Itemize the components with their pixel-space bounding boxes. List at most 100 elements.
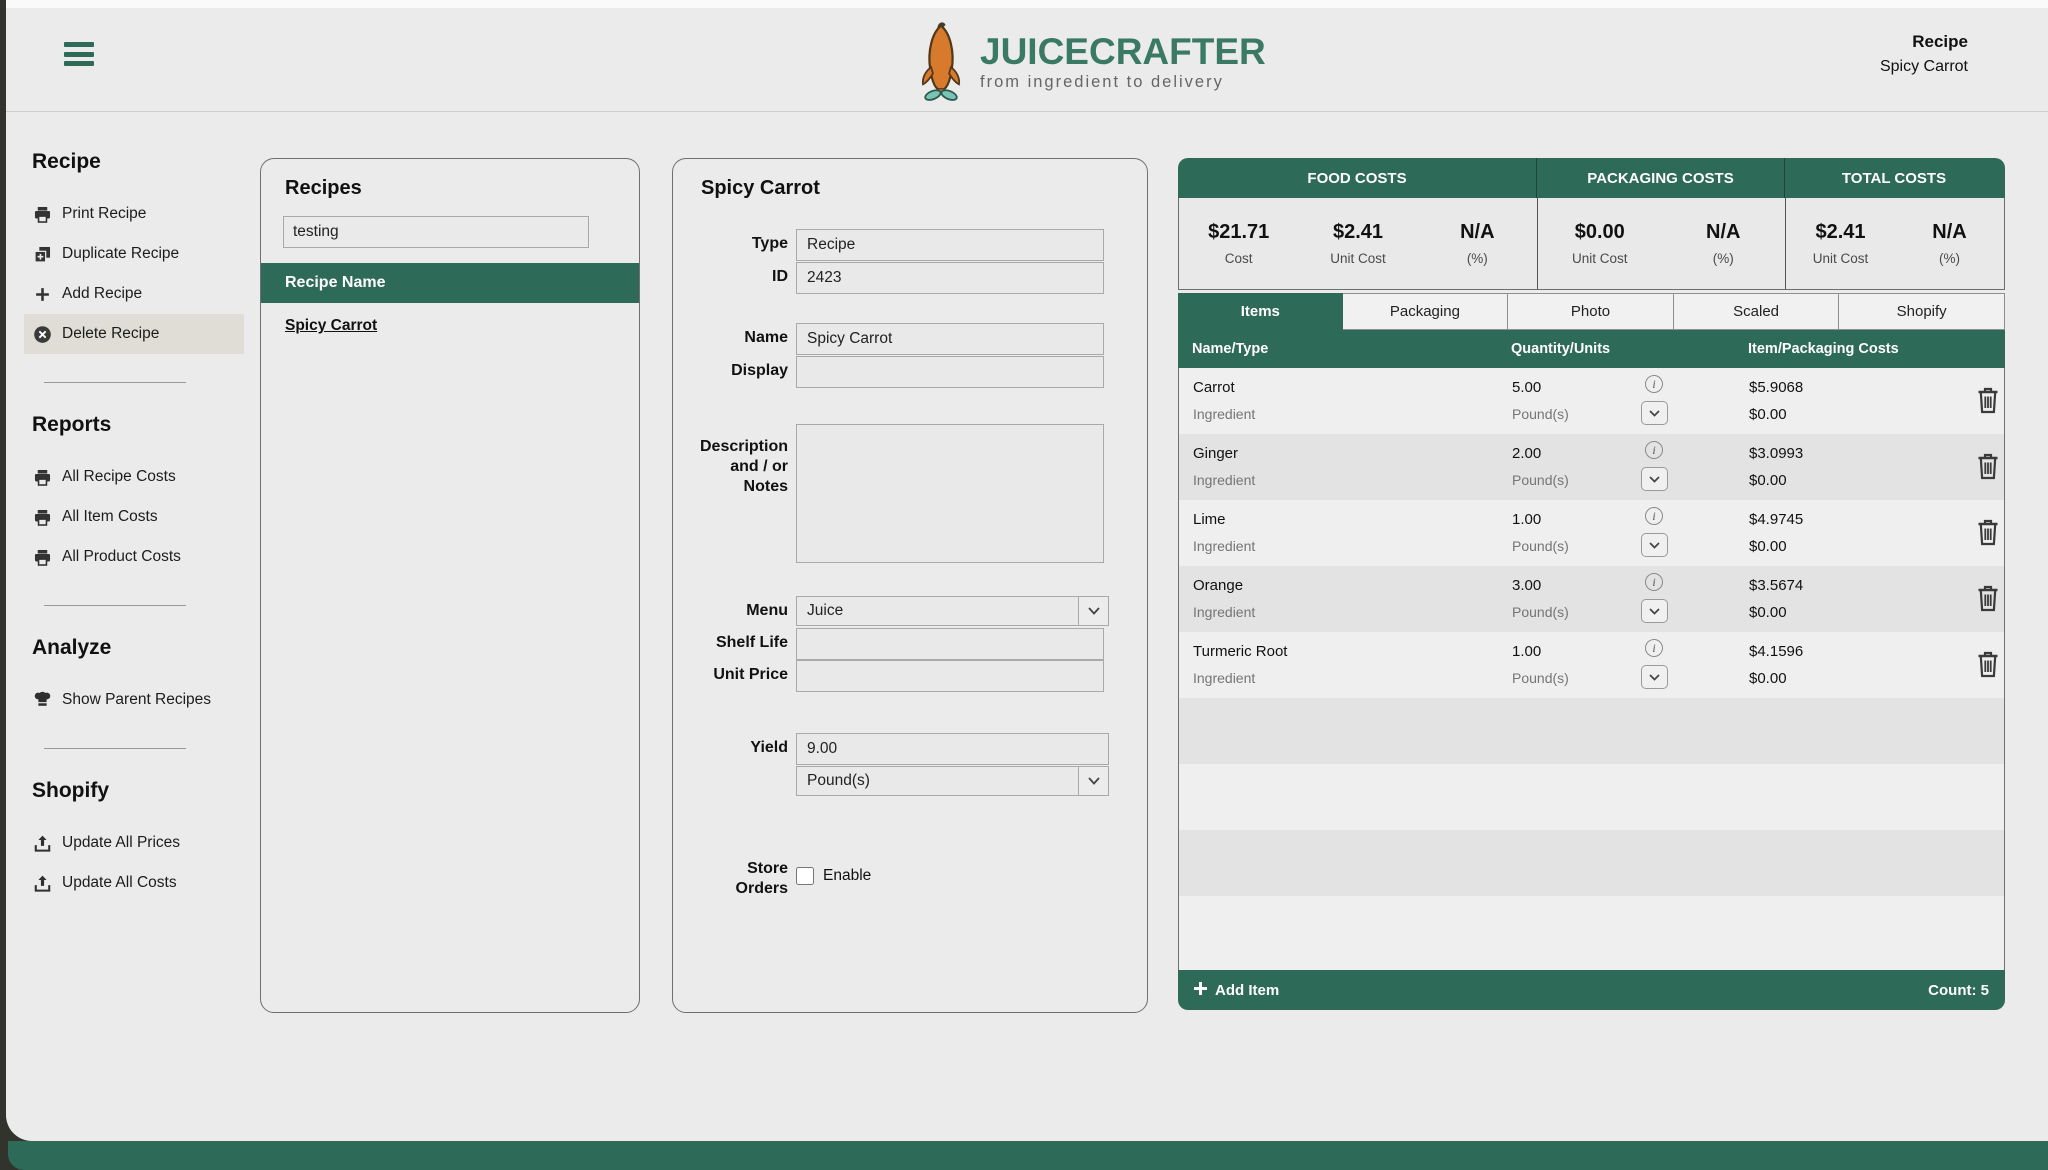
sidebar-item-update-all-prices[interactable]: Update All Prices [24, 823, 244, 863]
summary-group-title-packaging-costs: PACKAGING COSTS [1536, 158, 1784, 198]
unit-price-field[interactable] [796, 660, 1104, 692]
delete-item-button[interactable] [1975, 650, 2001, 680]
empty-row [1179, 896, 2004, 970]
summary-group-packaging-costs: $0.00 Unit Cost N/A (%) [1537, 198, 1785, 289]
summary-label: Unit Cost [1330, 251, 1386, 266]
sidebar-item-print-recipe[interactable]: Print Recipe [24, 194, 244, 234]
info-icon[interactable]: i [1645, 639, 1663, 657]
yield-field[interactable] [796, 733, 1109, 765]
item-quantity: 3.00 [1512, 577, 1542, 594]
sidebar-item-label: All Recipe Costs [62, 468, 176, 485]
tab-shopify[interactable]: Shopify [1839, 293, 2005, 330]
table-row-turmeric-root: Turmeric Root Ingredient 1.00 Pound(s) i $4.1… [1179, 632, 2004, 698]
unit-chevron-button[interactable] [1641, 665, 1668, 689]
add-item-button[interactable]: Add Item [1194, 981, 1279, 999]
shelf-life-field[interactable] [796, 628, 1104, 660]
sidebar-item-all-product-costs[interactable]: All Product Costs [24, 537, 244, 577]
hamburger-bar [64, 61, 94, 66]
info-icon[interactable]: i [1645, 573, 1663, 591]
printer-icon [32, 467, 52, 487]
sidebar-item-label: All Product Costs [62, 548, 181, 565]
unit-chevron-button[interactable] [1641, 401, 1668, 425]
costs-tabs: Items Packaging Photo Scaled Shopify [1178, 293, 2005, 330]
hamburger-menu-icon[interactable] [64, 42, 98, 72]
info-icon[interactable]: i [1645, 441, 1663, 459]
sidebar-item-label: Duplicate Recipe [62, 245, 180, 262]
item-cost: $5.9068 [1749, 379, 1804, 396]
item-name: Orange [1193, 577, 1244, 594]
column-item-packaging-costs: Item/Packaging Costs [1748, 341, 1899, 357]
sidebar-section-reports: Reports All Recipe Costs All Item Costs All… [24, 413, 244, 577]
sidebar-item-label: Update All Costs [62, 874, 177, 891]
menu-select[interactable]: Juice [796, 596, 1109, 626]
summary-value: N/A [1706, 221, 1741, 243]
sidebar-section-analyze: Analyze Show Parent Recipes [24, 636, 244, 720]
summary-label: (%) [1712, 251, 1734, 266]
item-cost: $3.0993 [1749, 445, 1804, 462]
table-row-orange: Orange Ingredient 3.00 Pound(s) i $3.5674 $0.0… [1179, 566, 2004, 632]
sidebar-section-title: Analyze [32, 636, 112, 659]
unit-chevron-button[interactable] [1641, 599, 1668, 623]
sidebar-divider [44, 382, 186, 383]
tab-items[interactable]: Items [1178, 293, 1343, 330]
item-type: Ingredient [1193, 472, 1256, 488]
summary-value: $2.41 [1815, 221, 1866, 243]
tab-scaled[interactable]: Scaled [1673, 293, 1840, 330]
unit-chevron-button[interactable] [1641, 533, 1668, 557]
item-quantity: 1.00 [1512, 643, 1542, 660]
summary-cell: $21.71 Cost [1179, 198, 1298, 289]
description-field[interactable] [796, 424, 1104, 563]
summary-cell: N/A (%) [1418, 198, 1537, 289]
yield-unit-value: Pound(s) [796, 766, 1079, 796]
top-strip [6, 0, 2048, 8]
summary-value: N/A [1932, 221, 1967, 243]
sidebar-item-label: Show Parent Recipes [62, 691, 212, 708]
display-label: Display [731, 362, 788, 379]
shelf-life-label: Shelf Life [715, 634, 788, 651]
sidebar-item-label: Add Recipe [62, 285, 143, 302]
sidebar-item-all-recipe-costs[interactable]: All Recipe Costs [24, 457, 244, 497]
items-table-body: Carrot Ingredient 5.00 Pound(s) i $5.9068 $0.0… [1178, 368, 2005, 970]
item-cost: $4.9745 [1749, 511, 1804, 528]
store-orders-enable-checkbox[interactable] [796, 867, 814, 885]
delete-item-button[interactable] [1975, 584, 2001, 614]
sidebar-item-update-all-costs[interactable]: Update All Costs [24, 863, 244, 903]
sidebar-item-all-item-costs[interactable]: All Item Costs [24, 497, 244, 537]
delete-item-button[interactable] [1975, 386, 2001, 416]
costs-panel: FOOD COSTS PACKAGING COSTS TOTAL COSTS $21… [1178, 158, 2005, 1010]
name-field[interactable] [796, 323, 1104, 355]
sidebar-section-recipe: Recipe Print Recipe Duplicate Recipe Add Re… [24, 150, 244, 354]
unit-chevron-button[interactable] [1641, 467, 1668, 491]
type-label: Type [751, 235, 788, 252]
id-field[interactable] [796, 262, 1104, 294]
item-unit: Pound(s) [1512, 670, 1569, 686]
tab-photo[interactable]: Photo [1508, 293, 1674, 330]
summary-value: $21.71 [1208, 221, 1270, 243]
delete-item-button[interactable] [1975, 518, 2001, 548]
app-header: JuiceCrafter from ingredient to delivery… [6, 8, 2048, 112]
sidebar-item-duplicate-recipe[interactable]: Duplicate Recipe [24, 234, 244, 274]
upload-icon [32, 873, 52, 893]
summary-group-food-costs: $21.71 Cost $2.41 Unit Cost N/A (%) [1179, 198, 1537, 289]
yield-unit-select[interactable]: Pound(s) [796, 766, 1109, 796]
id-label: ID [772, 268, 788, 285]
packaging-cost: $0.00 [1749, 406, 1787, 423]
unit-price-label: Unit Price [713, 666, 788, 683]
type-field[interactable] [796, 229, 1104, 261]
packaging-cost: $0.00 [1749, 472, 1787, 489]
display-field[interactable] [796, 356, 1104, 388]
recipes-panel-title: Recipes [285, 177, 362, 199]
sidebar-item-show-parent-recipes[interactable]: Show Parent Recipes [24, 680, 244, 720]
recipe-search-input[interactable] [283, 216, 589, 248]
summary-value: N/A [1460, 221, 1495, 243]
table-row-lime: Lime Ingredient 1.00 Pound(s) i $4.9745 $0.00 [1179, 500, 2004, 566]
sidebar-item-delete-recipe[interactable]: Delete Recipe [24, 314, 244, 354]
info-icon[interactable]: i [1645, 507, 1663, 525]
info-icon[interactable]: i [1645, 375, 1663, 393]
recipe-list-item-spicy-carrot[interactable]: Spicy Carrot [285, 317, 378, 334]
delete-item-button[interactable] [1975, 452, 2001, 482]
summary-group-total-costs: $2.41 Unit Cost N/A (%) [1785, 198, 2004, 289]
tab-packaging[interactable]: Packaging [1342, 293, 1509, 330]
item-quantity: 5.00 [1512, 379, 1542, 396]
sidebar-item-add-recipe[interactable]: Add Recipe [24, 274, 244, 314]
